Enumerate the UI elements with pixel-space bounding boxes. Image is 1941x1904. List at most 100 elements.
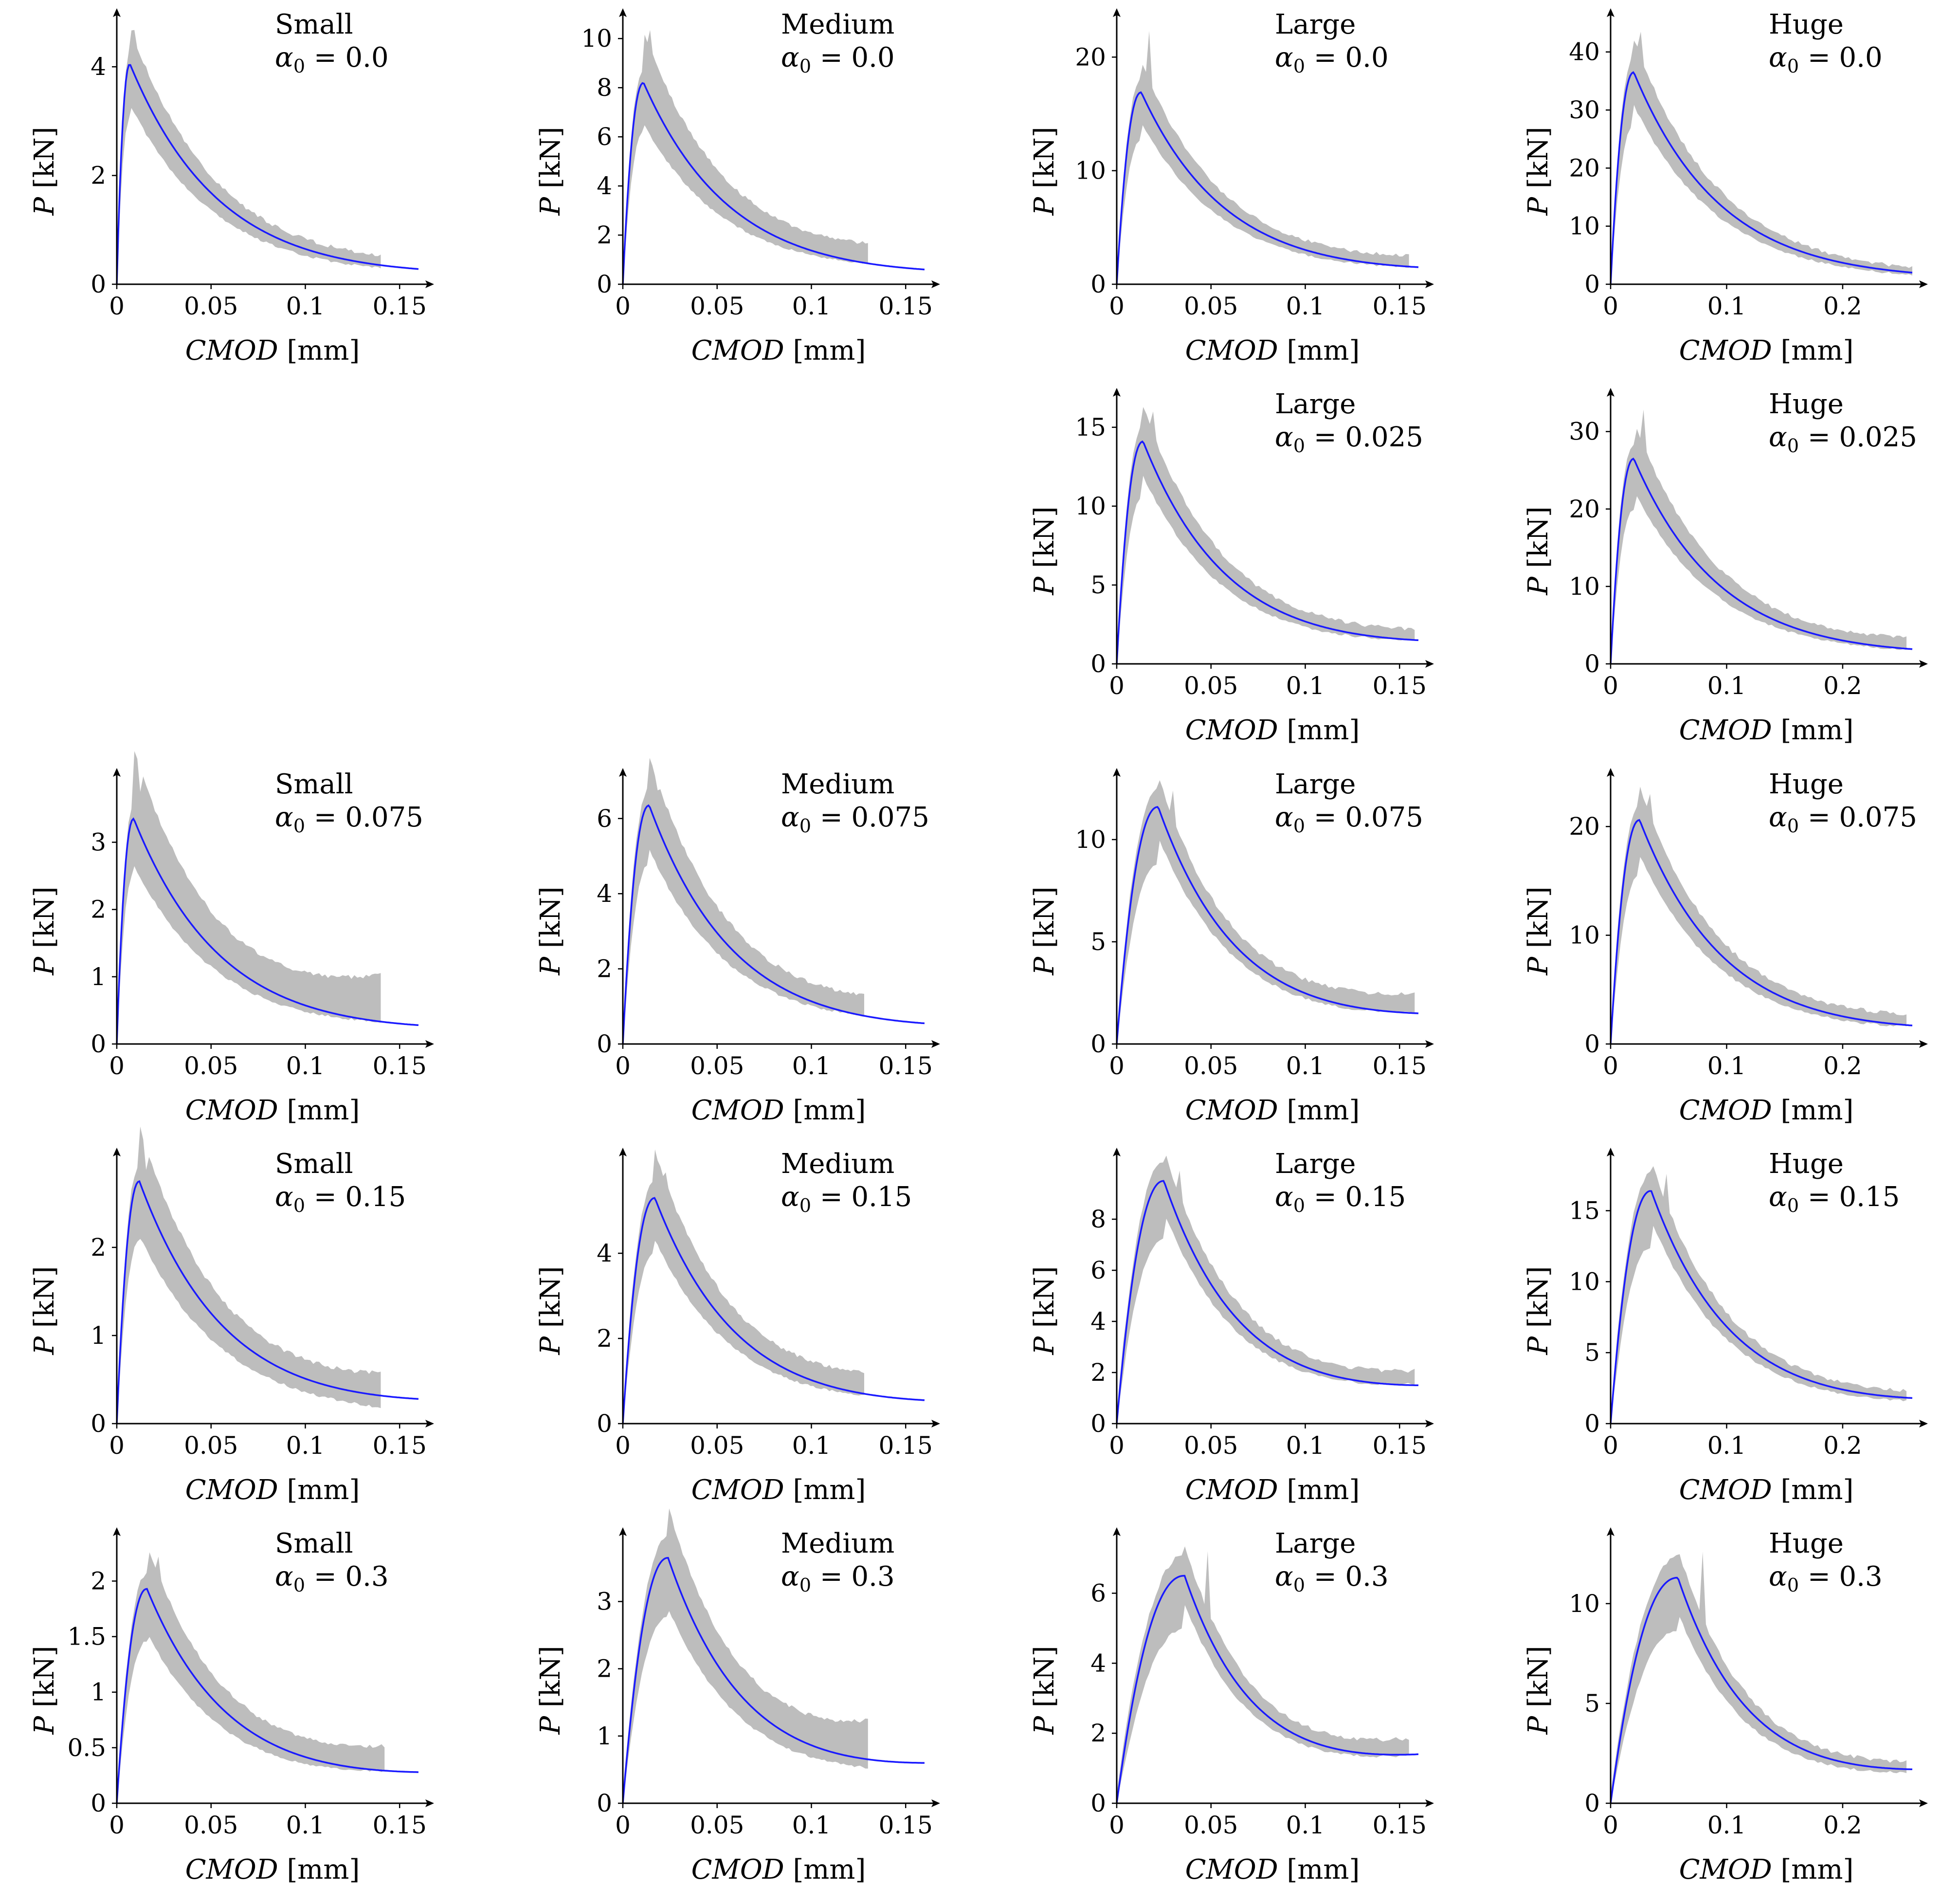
specimen-size-label: Huge xyxy=(1769,769,1844,800)
alpha-label: α0 = 0.0 xyxy=(275,42,389,77)
y-tick-label: 0 xyxy=(1090,270,1106,298)
x-tick-label: 0.15 xyxy=(1373,672,1427,700)
y-tick-label: 2 xyxy=(91,162,106,190)
y-axis-label: P [kN] xyxy=(1523,886,1554,975)
x-tick-label: 0.05 xyxy=(690,1052,744,1080)
y-tick-label: 1 xyxy=(91,1678,106,1706)
axes: 0 0.05 0.1 0.15 0 2 4 6 xyxy=(597,768,940,1080)
x-tick-label: 0.1 xyxy=(1707,292,1746,320)
axes: 0 0.05 0.1 0.15 0 1 2 3 xyxy=(91,768,434,1080)
y-tick-label: 1 xyxy=(597,1722,612,1750)
x-axis-arrow-icon xyxy=(1919,1420,1928,1428)
x-tick-label: 0.1 xyxy=(792,1431,831,1460)
axes: 0 0.05 0.1 0.15 0 2 4 6 8 xyxy=(1090,1148,1434,1460)
alpha-label: α0 = 0.075 xyxy=(275,802,423,837)
x-tick-label: 0 xyxy=(109,1431,125,1460)
x-tick-label: 0 xyxy=(615,1811,631,1839)
specimen-size-label: Huge xyxy=(1769,9,1844,40)
x-tick-label: 0.15 xyxy=(373,1052,427,1080)
y-tick-label: 2 xyxy=(91,896,106,924)
y-tick-label: 20 xyxy=(1569,154,1600,182)
axes: 0 0.05 0.1 0.15 0 2 4 xyxy=(597,1148,940,1460)
x-axis-label: CMOD [mm] xyxy=(691,1095,866,1126)
x-tick-label: 0.1 xyxy=(1707,672,1746,700)
y-tick-label: 5 xyxy=(1584,1338,1600,1367)
x-tick-label: 0.05 xyxy=(690,292,744,320)
y-tick-label: 10 xyxy=(1569,1590,1600,1618)
x-tick-label: 0 xyxy=(1603,1431,1618,1460)
x-tick-label: 0.05 xyxy=(184,292,238,320)
y-tick-label: 3 xyxy=(91,828,106,857)
y-tick-label: 10 xyxy=(1075,825,1106,854)
x-tick-label: 0.05 xyxy=(690,1811,744,1839)
y-axis-arrow-icon xyxy=(1607,388,1614,397)
y-axis-arrow-icon xyxy=(1113,1527,1121,1536)
x-tick-label: 0.1 xyxy=(1286,672,1325,700)
x-axis-label: CMOD [mm] xyxy=(1679,1854,1854,1886)
x-axis-arrow-icon xyxy=(931,1040,940,1048)
axes: 0 0.1 0.2 0 10 20 30 xyxy=(1569,388,1928,700)
y-axis-label: P [kN] xyxy=(1029,506,1060,595)
x-axis-arrow-icon xyxy=(1425,660,1434,668)
y-tick-label: 6 xyxy=(1090,1579,1106,1607)
specimen-size-label: Small xyxy=(275,1148,353,1180)
x-tick-label: 0 xyxy=(615,1052,631,1080)
alpha-label: α0 = 0.3 xyxy=(1275,1561,1389,1596)
x-tick-label: 0.1 xyxy=(1707,1811,1746,1839)
y-tick-label: 2 xyxy=(597,1324,612,1353)
y-tick-label: 6 xyxy=(597,123,612,151)
y-tick-label: 3 xyxy=(597,1588,612,1616)
y-tick-label: 10 xyxy=(1569,921,1600,950)
model-curve xyxy=(622,1197,925,1424)
y-tick-label: 8 xyxy=(1090,1205,1106,1233)
x-axis-arrow-icon xyxy=(931,1799,940,1807)
x-tick-label: 0.1 xyxy=(792,1811,831,1839)
alpha-label: α0 = 0.0 xyxy=(781,42,895,77)
y-tick-label: 1 xyxy=(91,963,106,991)
y-axis-label: P [kN] xyxy=(535,1266,566,1355)
y-tick-label: 5 xyxy=(1584,1689,1600,1718)
alpha-label: α0 = 0.075 xyxy=(1275,802,1423,837)
y-tick-label: 0 xyxy=(91,1030,106,1058)
subplot-medium-a3: 0 0.05 0.1 0.15 0 1 2 3 CMOD [mm] P [kN] Mediumα0 … xyxy=(535,1508,940,1886)
y-axis-arrow-icon xyxy=(1113,8,1121,17)
x-tick-label: 0.15 xyxy=(373,1811,427,1839)
x-axis-label: CMOD [mm] xyxy=(691,1854,866,1886)
y-axis-arrow-icon xyxy=(113,8,121,17)
model-curve xyxy=(622,82,925,285)
axes: 0 0.05 0.1 0.15 0 5 10 xyxy=(1075,768,1434,1080)
y-tick-label: 2 xyxy=(91,1567,106,1595)
y-tick-label: 40 xyxy=(1569,38,1600,66)
x-tick-label: 0.2 xyxy=(1823,672,1862,700)
x-tick-label: 0.1 xyxy=(792,292,831,320)
y-axis-arrow-icon xyxy=(619,1148,627,1156)
y-axis-arrow-icon xyxy=(1607,1148,1614,1156)
x-tick-label: 0.1 xyxy=(1286,1811,1325,1839)
specimen-size-label: Huge xyxy=(1769,1528,1844,1559)
x-axis-arrow-icon xyxy=(1425,1040,1434,1048)
model-curve xyxy=(116,1588,419,1804)
x-tick-label: 0 xyxy=(1109,1052,1125,1080)
model-curve xyxy=(1610,1190,1913,1424)
experimental-band xyxy=(1117,1546,1409,1803)
model-curve xyxy=(1116,91,1419,285)
y-axis-label: P [kN] xyxy=(1029,1646,1060,1735)
x-axis-label: CMOD [mm] xyxy=(1679,1474,1854,1506)
x-axis-arrow-icon xyxy=(1425,280,1434,288)
alpha-label: α0 = 0.3 xyxy=(275,1561,389,1596)
y-tick-label: 0 xyxy=(597,270,612,298)
y-tick-label: 20 xyxy=(1569,812,1600,841)
x-tick-label: 0.1 xyxy=(286,292,325,320)
x-tick-label: 0 xyxy=(615,292,631,320)
x-axis-label: CMOD [mm] xyxy=(1679,335,1854,366)
x-tick-label: 0.15 xyxy=(1373,1052,1427,1080)
x-tick-label: 0 xyxy=(1603,1052,1618,1080)
x-tick-label: 0.05 xyxy=(1184,1431,1238,1460)
